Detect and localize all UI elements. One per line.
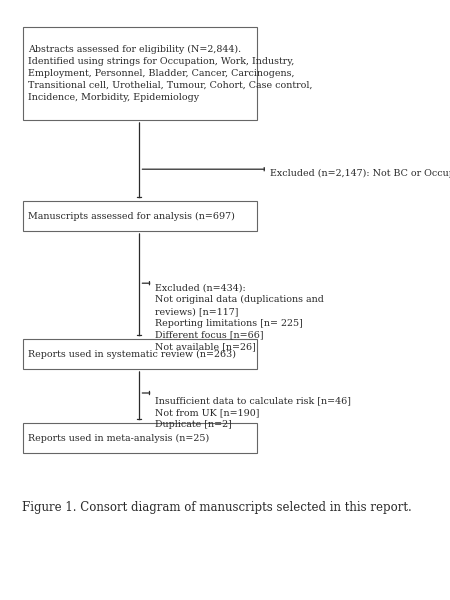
- Text: Insufficient data to calculate risk [n=46]
Not from UK [n=190]
Duplicate [n=2]: Insufficient data to calculate risk [n=4…: [155, 396, 351, 428]
- Text: Abstracts assessed for eligibility (N=2,844).
Identified using strings for Occup: Abstracts assessed for eligibility (N=2,…: [28, 46, 312, 101]
- FancyBboxPatch shape: [22, 339, 256, 369]
- Text: Figure 1. Consort diagram of manuscripts selected in this report.: Figure 1. Consort diagram of manuscripts…: [22, 500, 412, 514]
- Text: Manuscripts assessed for analysis (n=697): Manuscripts assessed for analysis (n=697…: [28, 211, 235, 221]
- Text: Excluded (n=2,147): Not BC or Occupation: Excluded (n=2,147): Not BC or Occupation: [270, 169, 450, 178]
- FancyBboxPatch shape: [22, 423, 256, 453]
- FancyBboxPatch shape: [22, 201, 256, 231]
- Text: Excluded (n=434):
Not original data (duplications and
reviews) [n=117]
Reporting: Excluded (n=434): Not original data (dup…: [155, 283, 324, 352]
- Text: Reports used in systematic review (n=263): Reports used in systematic review (n=263…: [28, 349, 236, 359]
- Text: Reports used in meta-analysis (n=25): Reports used in meta-analysis (n=25): [28, 433, 209, 443]
- FancyBboxPatch shape: [22, 27, 256, 120]
